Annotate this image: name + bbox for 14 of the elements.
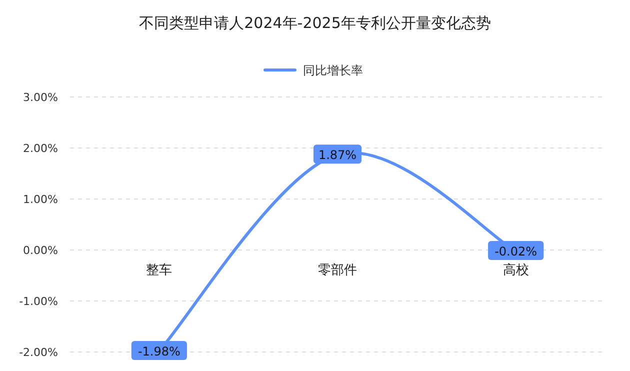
x-tick-label: 高校 bbox=[502, 262, 529, 278]
y-tick-label: 0.00% bbox=[23, 244, 58, 257]
data-label: -1.98% bbox=[138, 344, 180, 358]
y-tick-label: 3.00% bbox=[23, 91, 58, 104]
x-tick-label: 整车 bbox=[146, 263, 172, 278]
y-tick-label: 2.00% bbox=[23, 142, 58, 155]
data-label: 1.87% bbox=[318, 148, 357, 162]
legend-label: 同比增长率 bbox=[303, 64, 363, 78]
y-tick-label: -1.00% bbox=[19, 295, 58, 308]
y-tick-label: 1.00% bbox=[23, 193, 58, 206]
x-tick-label: 零部件 bbox=[318, 263, 357, 278]
y-tick-label: -2.00% bbox=[19, 346, 58, 359]
chart-title: 不同类型申请人2024年-2025年专利公开量变化态势 bbox=[139, 14, 491, 32]
data-label: -0.02% bbox=[494, 244, 538, 259]
